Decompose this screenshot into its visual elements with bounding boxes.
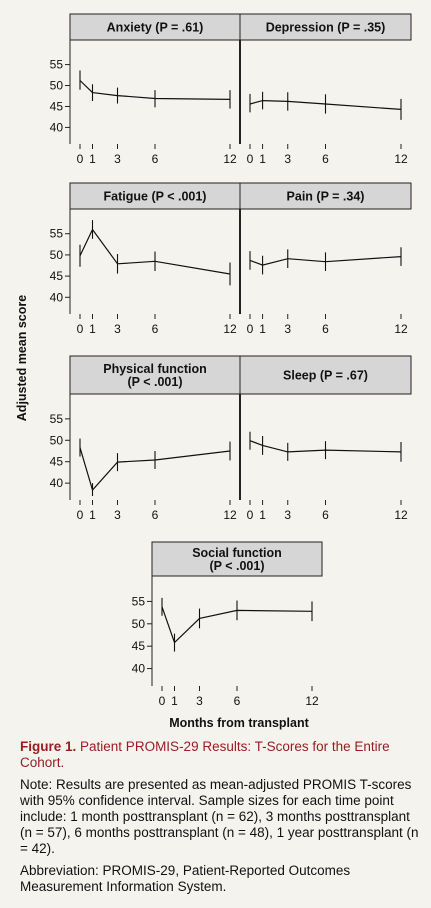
panel-title: Physical function	[103, 362, 207, 376]
y-tick-label: 40	[132, 662, 146, 676]
y-axis-title: Adjusted mean score	[15, 295, 29, 421]
x-tick-label: 0	[247, 152, 254, 166]
y-tick-label: 50	[50, 79, 64, 93]
panel-3: Pain (P = .34) 0 1 3 6 12	[239, 182, 412, 336]
y-tick-label: 45	[50, 455, 64, 469]
x-tick-label: 6	[322, 508, 329, 522]
caption-label: Figure 1.	[20, 739, 77, 754]
y-tick-label: 45	[50, 99, 64, 113]
y-tick-label: 40	[50, 290, 64, 304]
x-tick-label: 1	[89, 152, 96, 166]
panel-title: Fatigue (P < .001)	[104, 190, 207, 204]
x-tick-label: 0	[159, 694, 166, 708]
caption-title-line: Figure 1. Patient PROMIS-29 Results: T-S…	[20, 739, 420, 771]
y-tick-label: 55	[132, 594, 146, 608]
y-tick-label: 45	[50, 269, 64, 283]
x-tick-label: 3	[114, 152, 121, 166]
y-tick-label: 40	[50, 120, 64, 134]
x-tick-label: 12	[223, 322, 237, 336]
panel-1: Depression (P = .35) 0 1 3 6 12	[239, 13, 412, 166]
panel-title: Social function	[192, 546, 282, 560]
y-tick-label: 50	[50, 433, 64, 447]
x-tick-label: 12	[223, 508, 237, 522]
x-tick-label: 3	[196, 694, 203, 708]
caption-abbreviation: Abbreviation: PROMIS-29, Patient-Reporte…	[20, 863, 351, 894]
x-tick-label: 6	[322, 322, 329, 336]
x-tick-label: 0	[247, 322, 254, 336]
panel-title: Anxiety (P = .61)	[107, 21, 204, 35]
x-tick-label: 6	[234, 694, 241, 708]
x-tick-label: 0	[247, 508, 254, 522]
x-tick-label: 1	[259, 508, 266, 522]
x-tick-label: 6	[152, 322, 159, 336]
panel-2: Fatigue (P < .001) 40 45 50 55 0 1 3 6 12	[50, 182, 241, 336]
panel-header	[151, 541, 323, 577]
caption-text: Patient PROMIS-29 Results: T-Scores for …	[20, 739, 390, 770]
panel-title: (P < .001)	[209, 559, 264, 573]
panel-5: Sleep (P = .67) 0 1 3 6 12	[239, 355, 412, 522]
panel-header	[239, 355, 412, 395]
y-tick-label: 55	[50, 412, 64, 426]
x-tick-label: 6	[322, 152, 329, 166]
x-tick-label: 3	[114, 508, 121, 522]
x-tick-label: 1	[259, 152, 266, 166]
y-tick-label: 45	[132, 639, 146, 653]
panel-header	[69, 13, 241, 41]
panel-header	[69, 182, 241, 210]
panel-header	[239, 13, 412, 41]
x-tick-label: 0	[77, 322, 84, 336]
panel-header	[239, 182, 412, 210]
x-tick-label: 3	[114, 322, 121, 336]
x-tick-label: 12	[394, 322, 408, 336]
x-tick-label: 6	[152, 152, 159, 166]
x-tick-label: 3	[284, 152, 291, 166]
x-tick-label: 12	[394, 152, 408, 166]
y-tick-label: 50	[132, 617, 146, 631]
x-tick-label: 1	[259, 322, 266, 336]
x-axis-title: Months from transplant	[169, 716, 309, 730]
panel-title: Pain (P = .34)	[287, 190, 365, 204]
caption-note: Note: Results are presented as mean-adju…	[20, 777, 419, 856]
x-tick-label: 1	[171, 694, 178, 708]
panel-title: Depression (P = .35)	[266, 21, 386, 35]
x-tick-label: 12	[305, 694, 319, 708]
y-tick-label: 55	[50, 58, 64, 72]
panel-0: Anxiety (P = .61) 40 45 50 55 0 1 3 6 12	[50, 13, 241, 166]
panel-4: Physical function(P < .001) 40 45 50 55 0 1 3 6 1…	[50, 355, 241, 522]
panel-6: Social function(P < .001) 40 45 50 55 0 1 3 6 12	[132, 541, 323, 708]
y-tick-label: 55	[50, 227, 64, 241]
panel-title: Sleep (P = .67)	[283, 369, 368, 383]
x-tick-label: 0	[77, 508, 84, 522]
x-tick-label: 1	[89, 322, 96, 336]
x-tick-label: 12	[394, 508, 408, 522]
x-tick-label: 3	[284, 508, 291, 522]
x-tick-label: 12	[223, 152, 237, 166]
y-tick-label: 50	[50, 248, 64, 262]
y-tick-label: 40	[50, 476, 64, 490]
x-tick-label: 0	[77, 152, 84, 166]
x-tick-label: 1	[89, 508, 96, 522]
figure-caption: Figure 1. Patient PROMIS-29 Results: T-S…	[20, 739, 420, 901]
panel-title: (P < .001)	[127, 375, 182, 389]
x-tick-label: 3	[284, 322, 291, 336]
x-tick-label: 6	[152, 508, 159, 522]
